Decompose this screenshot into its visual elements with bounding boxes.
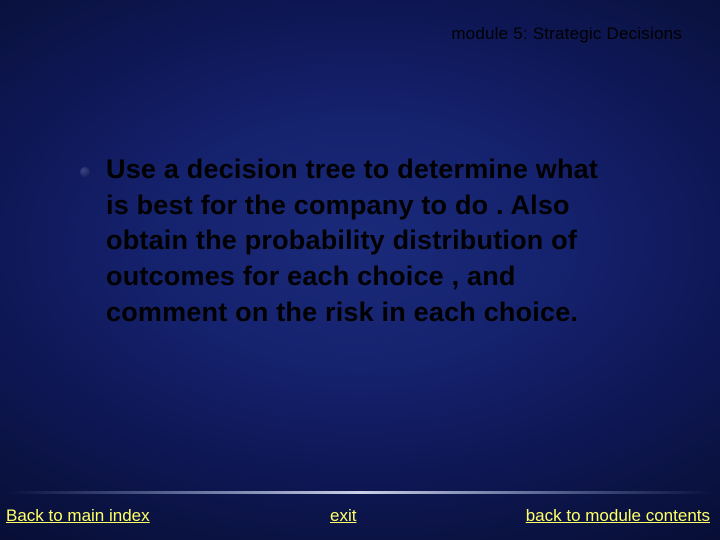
exit-link[interactable]: exit	[330, 506, 356, 526]
back-to-main-index-link[interactable]: Back to main index	[6, 506, 150, 526]
bullet-icon	[80, 167, 90, 177]
back-to-module-contents-link[interactable]: back to module contents	[526, 506, 710, 526]
footer-nav: Back to main index exit back to module c…	[0, 502, 720, 526]
footer-divider	[6, 491, 714, 494]
slide-body-text: Use a decision tree to determine what is…	[106, 152, 606, 330]
module-header: module 5: Strategic Decisions	[451, 24, 682, 44]
